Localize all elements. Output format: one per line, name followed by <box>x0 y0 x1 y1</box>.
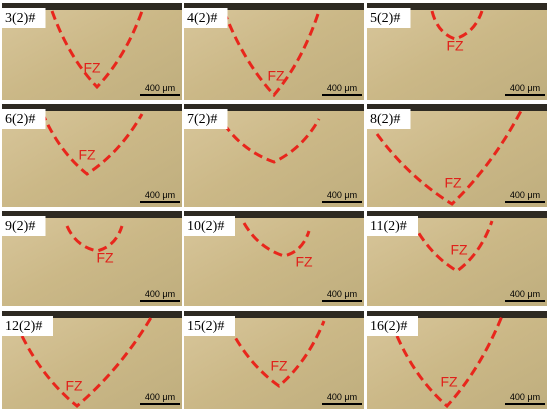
surface-strip <box>367 3 547 10</box>
panel-label: 15(2)# <box>187 319 224 334</box>
panel-label: 11(2)# <box>370 219 407 234</box>
micrograph-panel: 16(2)# FZ 400 μm <box>367 311 547 409</box>
surface-strip <box>2 311 182 318</box>
zone-label: FZ <box>450 242 468 258</box>
label-box <box>367 8 411 28</box>
fusion-boundary <box>410 220 494 273</box>
scale-text: 400 μm <box>510 289 540 299</box>
surface-strip <box>367 104 547 111</box>
fusion-boundary <box>375 108 524 206</box>
scale-text: 400 μm <box>145 83 175 93</box>
surface-strip <box>184 311 364 318</box>
panel-label: 8(2)# <box>370 112 400 127</box>
surface-strip <box>184 3 364 10</box>
surface-strip <box>2 104 182 111</box>
micrograph-panel: 7(2)# 400 μm <box>184 104 364 207</box>
fusion-boundary <box>40 111 144 176</box>
micrograph-panel: 9(2)# FZ 400 μm <box>2 211 182 306</box>
panel-label: 12(2)# <box>5 319 42 334</box>
zone-label: FZ <box>295 254 313 270</box>
scale-text: 400 μm <box>327 392 357 402</box>
micrograph-panel: 12(2)# FZ 400 μm <box>2 311 182 409</box>
micrograph-panel: 8(2)# FZ 400 μm <box>367 104 547 207</box>
label-box <box>2 216 46 236</box>
panel-label: 9(2)# <box>5 219 35 234</box>
micrograph-panel: 15(2)# FZ 400 μm <box>184 311 364 409</box>
panel-label: 7(2)# <box>187 112 217 127</box>
surface-strip <box>2 3 182 10</box>
label-box <box>184 8 228 28</box>
surface-strip <box>184 104 364 111</box>
label-box <box>184 316 235 336</box>
fusion-boundary <box>222 118 321 164</box>
panel-label: 5(2)# <box>370 11 400 26</box>
zone-label: FZ <box>78 147 96 163</box>
scale-text: 400 μm <box>145 190 175 200</box>
label-box <box>367 109 411 129</box>
scale-text: 400 μm <box>327 289 357 299</box>
label-box <box>2 8 46 28</box>
label-box <box>2 316 53 336</box>
micrograph-panel: 4(2)# FZ 400 μm <box>184 3 364 100</box>
fusion-boundary <box>20 315 154 408</box>
fusion-boundary <box>222 10 321 98</box>
surface-strip <box>2 211 182 218</box>
micrograph-panel: 11(2)# FZ 400 μm <box>367 211 547 306</box>
fusion-boundary <box>227 320 326 388</box>
scale-text: 400 μm <box>510 392 540 402</box>
scale-text: 400 μm <box>510 190 540 200</box>
label-box <box>367 316 418 336</box>
zone-label: FZ <box>267 68 285 84</box>
fusion-boundary <box>242 222 311 258</box>
label-box <box>184 109 228 129</box>
scale-text: 400 μm <box>327 83 357 93</box>
micrograph-panel: 10(2)# FZ 400 μm <box>184 211 364 306</box>
micrograph-panel: 6(2)# FZ 400 μm <box>2 104 182 207</box>
surface-strip <box>367 211 547 218</box>
panel-label: 3(2)# <box>5 11 35 26</box>
label-box <box>367 216 418 236</box>
scale-text: 400 μm <box>327 190 357 200</box>
panel-label: 6(2)# <box>5 112 35 127</box>
scale-text: 400 μm <box>510 83 540 93</box>
fusion-boundary <box>50 10 144 90</box>
micrograph-panel: 3(2)# FZ 400 μm <box>2 3 182 100</box>
zone-label: FZ <box>446 38 464 54</box>
panel-label: 16(2)# <box>370 319 407 334</box>
zone-label: FZ <box>444 175 462 191</box>
panel-label: 10(2)# <box>187 219 224 234</box>
scale-text: 400 μm <box>145 392 175 402</box>
zone-label: FZ <box>96 250 114 266</box>
surface-strip <box>184 211 364 218</box>
fusion-boundary <box>395 315 504 409</box>
zone-label: FZ <box>270 358 288 374</box>
label-box <box>2 109 46 129</box>
zone-label: FZ <box>440 374 458 390</box>
zone-label: FZ <box>83 60 101 76</box>
label-box <box>184 216 235 236</box>
scale-text: 400 μm <box>145 289 175 299</box>
panel-label: 4(2)# <box>187 11 217 26</box>
zone-label: FZ <box>65 378 83 394</box>
surface-strip <box>367 311 547 318</box>
micrograph-panel: 5(2)# FZ 400 μm <box>367 3 547 100</box>
